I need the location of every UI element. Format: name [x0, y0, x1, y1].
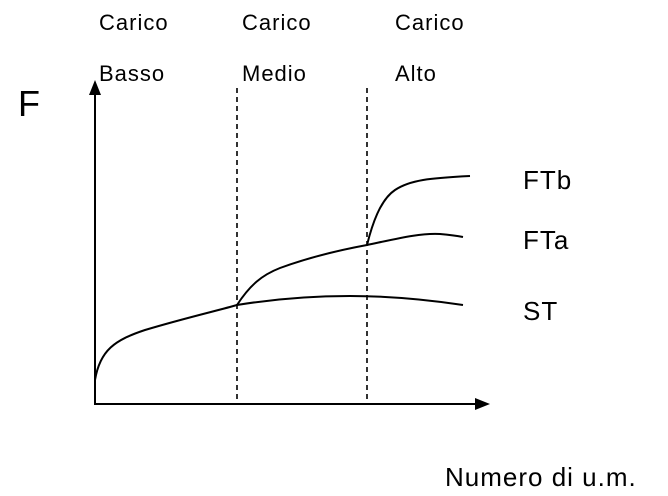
zone-low-label-line1: Carico [99, 12, 169, 34]
zone-low-label-line2: Basso [99, 63, 165, 85]
zone-medium-label-line2: Medio [242, 63, 307, 85]
curve-st-label: ST [523, 298, 558, 324]
curve-fta [237, 234, 463, 305]
curve-fta-label: FTa [523, 227, 569, 253]
curve-ftb-label: FTb [523, 167, 572, 193]
zone-high-label-line2: Alto [395, 63, 437, 85]
y-axis-label: F [18, 86, 41, 122]
x-axis-arrowhead [475, 398, 490, 410]
zone-medium-label-line1: Carico [242, 12, 312, 34]
zone-high-label-line1: Carico [395, 12, 465, 34]
curve-st [95, 296, 463, 380]
x-axis-label: Numero di u.m. [445, 464, 637, 490]
